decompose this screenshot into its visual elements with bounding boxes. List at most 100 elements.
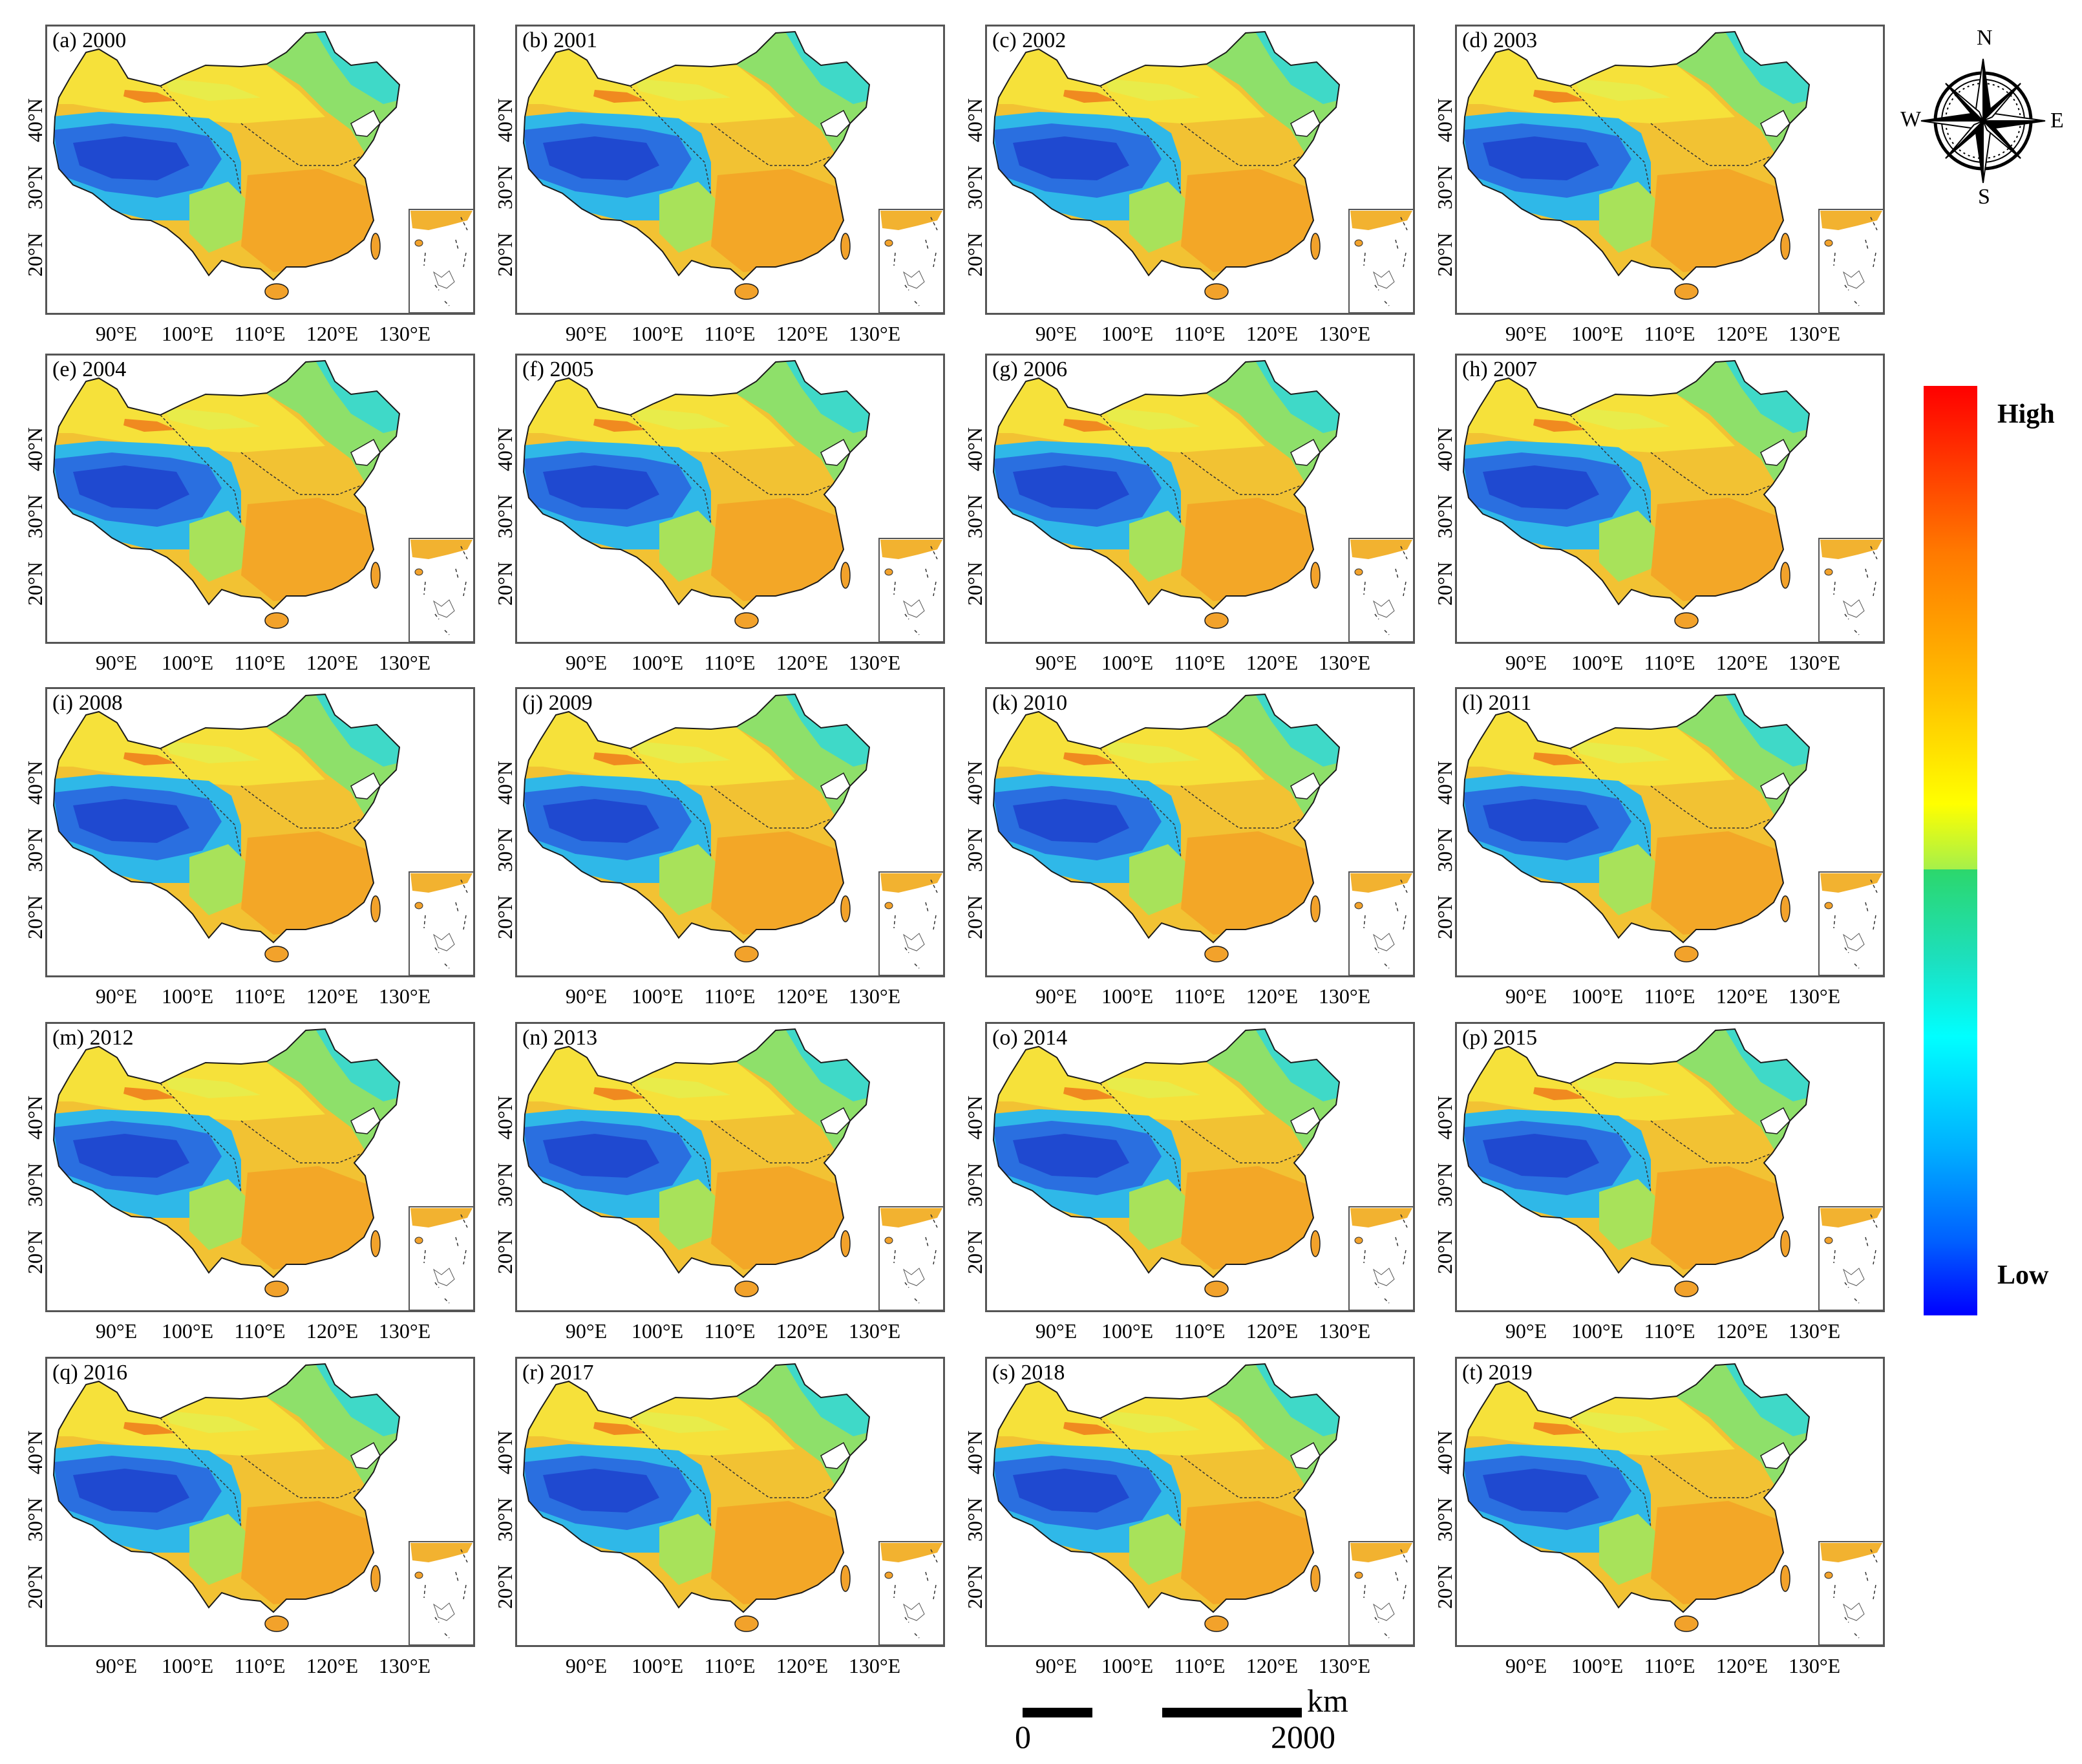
longitude-tick-label: 100°E bbox=[161, 322, 214, 345]
longitude-tick-label: 90°E bbox=[95, 322, 138, 345]
china-map-svg bbox=[522, 1363, 943, 1645]
latitude-tick-label: 20°N bbox=[963, 1230, 986, 1274]
south-china-sea-inset bbox=[1348, 1206, 1413, 1310]
scale-segment bbox=[1023, 1708, 1092, 1717]
china-map-svg bbox=[52, 359, 473, 642]
longitude-tick-label: 130°E bbox=[1788, 322, 1841, 345]
longitude-tick-label: 120°E bbox=[306, 984, 359, 1008]
longitude-tick-label: 130°E bbox=[1788, 1654, 1841, 1677]
latitude-tick-label: 40°N bbox=[1433, 427, 1456, 471]
longitude-tick-label: 120°E bbox=[776, 984, 829, 1008]
china-map-svg bbox=[1462, 1028, 1883, 1310]
longitude-tick-label: 120°E bbox=[306, 322, 359, 345]
longitude-tick-label: 100°E bbox=[1571, 651, 1624, 674]
longitude-tick-label: 130°E bbox=[1318, 1654, 1371, 1677]
latitude-tick-label: 30°N bbox=[23, 828, 47, 872]
latitude-tick-label: 40°N bbox=[493, 1430, 516, 1474]
south-china-sea-inset bbox=[1818, 871, 1883, 975]
scale-segment bbox=[1162, 1708, 1302, 1717]
longitude-tick-label: 100°E bbox=[631, 322, 684, 345]
china-map-svg bbox=[52, 1363, 473, 1645]
longitude-tick-label: 100°E bbox=[1101, 1319, 1154, 1343]
map-frame: (t) 2019 bbox=[1455, 1357, 1885, 1647]
longitude-tick-label: 90°E bbox=[1035, 1654, 1078, 1677]
china-map-svg bbox=[992, 30, 1413, 313]
latitude-tick-label: 40°N bbox=[1433, 761, 1456, 805]
latitude-tick-label: 20°N bbox=[963, 895, 986, 939]
longitude-tick-label: 130°E bbox=[1788, 1319, 1841, 1343]
south-china-sea-inset bbox=[1818, 1206, 1883, 1310]
longitude-tick-label: 110°E bbox=[1174, 984, 1226, 1008]
longitude-tick-label: 130°E bbox=[1318, 1319, 1371, 1343]
longitude-tick-label: 110°E bbox=[1644, 984, 1695, 1008]
longitude-tick-label: 110°E bbox=[1644, 1319, 1695, 1343]
longitude-tick-label: 120°E bbox=[1246, 1319, 1299, 1343]
latitude-tick-label: 40°N bbox=[1433, 98, 1456, 142]
latitude-tick-label: 20°N bbox=[493, 562, 516, 606]
latitude-tick-label: 30°N bbox=[493, 1163, 516, 1207]
longitude-tick-label: 120°E bbox=[1716, 322, 1769, 345]
map-panel: (p) 2015 40°N 30°N 20°N 90°E 100°E 110°E 120°E 1… bbox=[1433, 1022, 1885, 1343]
china-map-svg bbox=[522, 359, 943, 642]
latitude-tick-label: 40°N bbox=[23, 1096, 47, 1140]
map-frame: (n) 2013 bbox=[515, 1022, 945, 1312]
latitude-tick-label: 30°N bbox=[963, 494, 986, 538]
longitude-tick-label: 110°E bbox=[1174, 1654, 1226, 1677]
south-china-sea-inset bbox=[1348, 871, 1413, 975]
longitude-tick-label: 130°E bbox=[1318, 322, 1371, 345]
longitude-tick-label: 100°E bbox=[1571, 322, 1624, 345]
compass-west-label: W bbox=[1900, 107, 1922, 131]
panel-label: (l) 2011 bbox=[1462, 691, 1532, 715]
longitude-tick-label: 120°E bbox=[306, 1319, 359, 1343]
south-china-sea-inset bbox=[878, 871, 943, 975]
latitude-tick-label: 40°N bbox=[963, 427, 986, 471]
latitude-tick-label: 40°N bbox=[23, 98, 47, 142]
longitude-tick-label: 110°E bbox=[1174, 651, 1226, 674]
map-frame: (m) 2012 bbox=[45, 1022, 475, 1312]
longitude-tick-label: 100°E bbox=[161, 984, 214, 1008]
longitude-tick-label: 120°E bbox=[776, 1319, 829, 1343]
longitude-tick-label: 100°E bbox=[1571, 1654, 1624, 1677]
longitude-tick-label: 100°E bbox=[1101, 984, 1154, 1008]
longitude-tick-label: 130°E bbox=[1318, 651, 1371, 674]
panel-label: (g) 2006 bbox=[992, 357, 1068, 381]
latitude-tick-label: 30°N bbox=[493, 828, 516, 872]
longitude-tick-label: 110°E bbox=[234, 984, 286, 1008]
panel-label: (j) 2009 bbox=[522, 691, 593, 715]
south-china-sea-inset bbox=[1818, 1541, 1883, 1645]
china-map-svg bbox=[992, 1028, 1413, 1310]
longitude-tick-label: 120°E bbox=[776, 1654, 829, 1677]
china-map-svg bbox=[1462, 30, 1883, 313]
map-frame: (l) 2011 bbox=[1455, 687, 1885, 977]
map-frame: (i) 2008 bbox=[45, 687, 475, 977]
longitude-tick-label: 130°E bbox=[848, 1319, 901, 1343]
longitude-tick-label: 90°E bbox=[565, 984, 608, 1008]
scale-unit-label: km bbox=[1307, 1683, 1348, 1719]
china-map-svg bbox=[992, 359, 1413, 642]
latitude-tick-label: 30°N bbox=[493, 494, 516, 538]
longitude-tick-label: 90°E bbox=[95, 1654, 138, 1677]
panel-label: (n) 2013 bbox=[522, 1026, 598, 1050]
latitude-tick-label: 40°N bbox=[963, 761, 986, 805]
longitude-tick-label: 90°E bbox=[565, 651, 608, 674]
longitude-tick-label: 110°E bbox=[234, 1654, 286, 1677]
longitude-tick-label: 90°E bbox=[565, 1654, 608, 1677]
latitude-tick-label: 40°N bbox=[963, 1430, 986, 1474]
scale-start-label: 0 bbox=[1015, 1719, 1031, 1755]
latitude-tick-label: 30°N bbox=[23, 1498, 47, 1542]
longitude-tick-label: 110°E bbox=[1174, 322, 1226, 345]
panel-label: (r) 2017 bbox=[522, 1361, 594, 1385]
longitude-tick-label: 90°E bbox=[1035, 984, 1078, 1008]
panel-label: (b) 2001 bbox=[522, 28, 598, 52]
latitude-tick-label: 20°N bbox=[1433, 1565, 1456, 1609]
latitude-tick-label: 20°N bbox=[493, 233, 516, 277]
south-china-sea-inset bbox=[1818, 538, 1883, 642]
south-china-sea-inset bbox=[878, 538, 943, 642]
longitude-tick-label: 130°E bbox=[848, 651, 901, 674]
latitude-tick-label: 40°N bbox=[1433, 1430, 1456, 1474]
map-panel: (j) 2009 40°N 30°N 20°N 90°E 100°E 110°E 120°E 1… bbox=[493, 687, 945, 1008]
china-map-svg bbox=[52, 693, 473, 975]
map-frame: (j) 2009 bbox=[515, 687, 945, 977]
longitude-tick-label: 110°E bbox=[1644, 1654, 1695, 1677]
map-panel: (d) 2003 40°N 30°N 20°N 90°E 100°E 110°E 120°E 1… bbox=[1433, 25, 1885, 345]
